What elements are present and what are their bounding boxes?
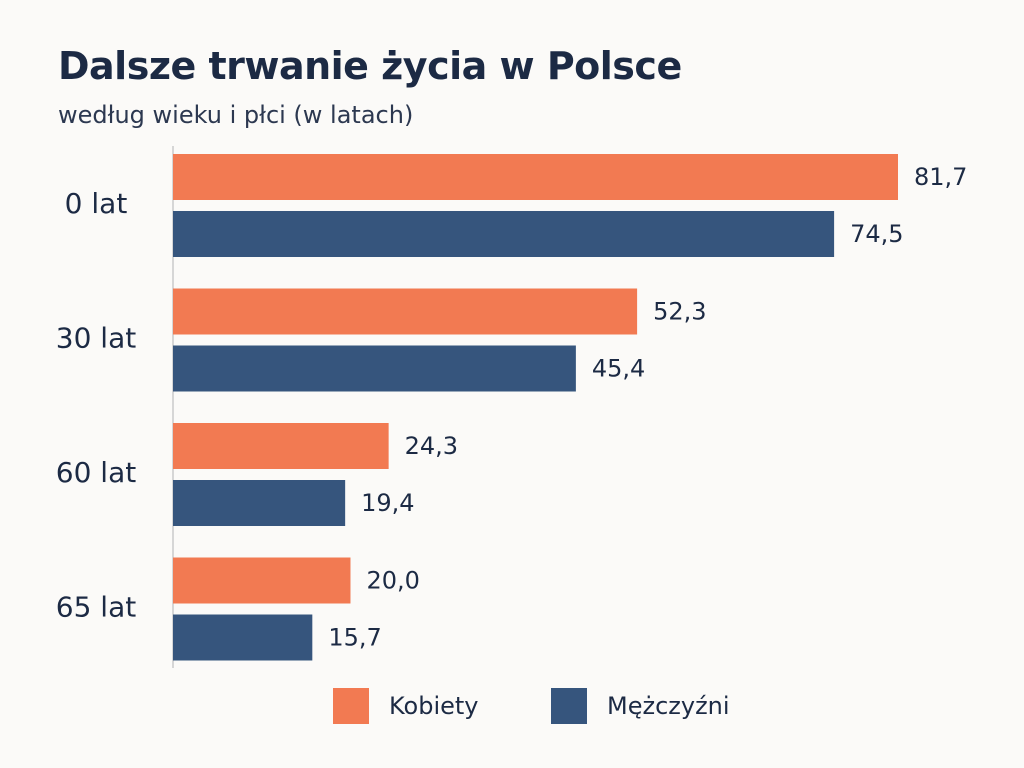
legend-swatch-kobiety	[333, 688, 369, 724]
data-label: 15,7	[328, 624, 381, 652]
bar-mezczyzni	[173, 345, 576, 392]
bar-kobiety	[173, 557, 351, 604]
bar-kobiety	[173, 154, 898, 200]
bar-mezczyzni	[173, 614, 313, 661]
legend-label-mezczyzni: Mężczyźni	[607, 692, 730, 720]
data-label: 74,5	[850, 220, 903, 248]
chart-title: Dalsze trwanie życia w Polsce	[58, 44, 682, 88]
legend: Kobiety Mężczyźni	[0, 688, 1024, 728]
bar-kobiety	[173, 423, 389, 469]
data-label: 45,4	[592, 355, 645, 383]
legend-item-mezczyzni: Mężczyźni	[551, 688, 730, 724]
legend-item-kobiety: Kobiety	[333, 688, 479, 724]
legend-label-kobiety: Kobiety	[389, 692, 479, 720]
data-label: 81,7	[914, 163, 967, 191]
category-label: 65 lat	[56, 591, 136, 624]
category-label: 60 lat	[56, 456, 136, 489]
data-label: 52,3	[653, 298, 706, 326]
category-label: 30 lat	[56, 322, 136, 355]
data-label: 24,3	[405, 432, 458, 460]
bar-chart: 0 lat 81,7 74,5 30 lat 52,3 45,4 60 lat 24,3 19,…	[56, 146, 967, 668]
legend-swatch-mezczyzni	[551, 688, 587, 724]
chart-subtitle: według wieku i płci (w latach)	[58, 101, 414, 129]
bar-kobiety	[173, 288, 638, 335]
bar-mezczyzni	[173, 480, 346, 526]
data-label: 19,4	[361, 489, 414, 517]
category-label: 0 lat	[65, 187, 128, 220]
bar-mezczyzni	[173, 211, 835, 257]
data-label: 20,0	[366, 567, 419, 595]
